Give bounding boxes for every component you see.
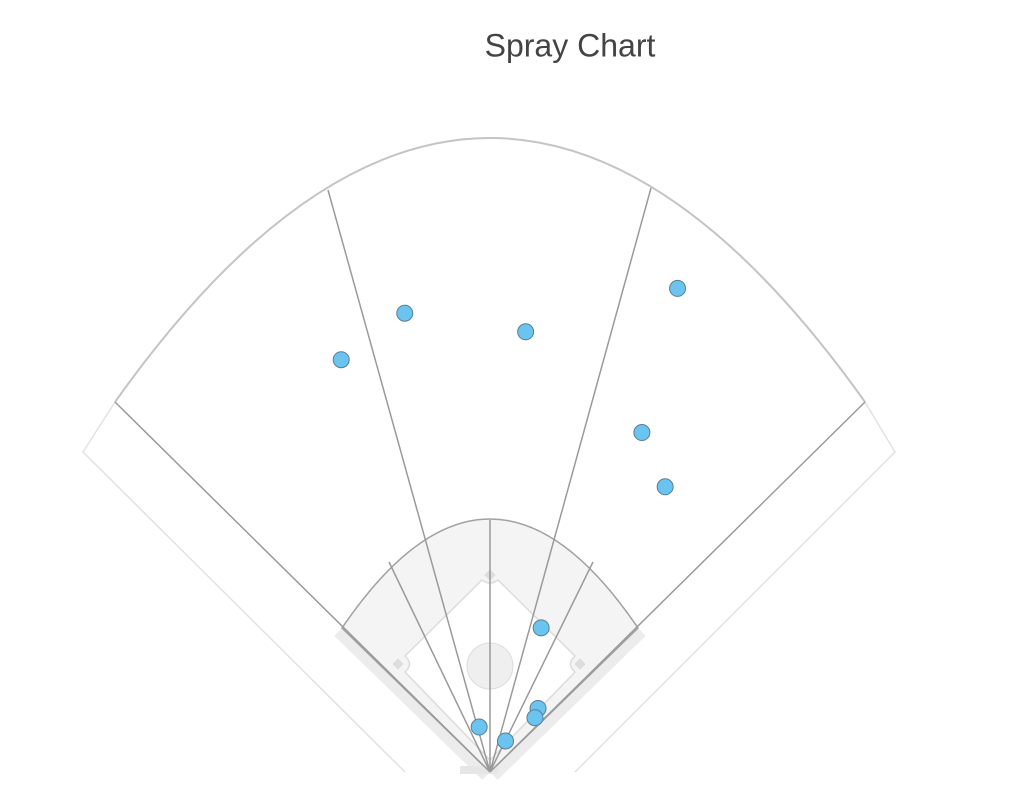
- hit-point: [470, 718, 488, 736]
- outfield-fence: [114, 137, 866, 403]
- hit-point: [332, 351, 350, 369]
- outer-boundary: [82, 401, 896, 773]
- zone-lines: [114, 187, 866, 773]
- hit-point: [656, 478, 674, 496]
- zone-line: [114, 187, 866, 773]
- field: [82, 137, 896, 780]
- hit-point: [526, 709, 544, 727]
- hit-point: [517, 323, 535, 341]
- hit-point: [669, 279, 687, 297]
- hit-point: [497, 732, 514, 750]
- first-base: [574, 658, 586, 670]
- third-base: [392, 658, 404, 670]
- chart-title: Spray Chart: [485, 27, 656, 63]
- hit-point: [532, 619, 550, 637]
- hit-point: [633, 424, 651, 442]
- home-plate-area: [460, 766, 498, 774]
- hit-point: [396, 304, 414, 322]
